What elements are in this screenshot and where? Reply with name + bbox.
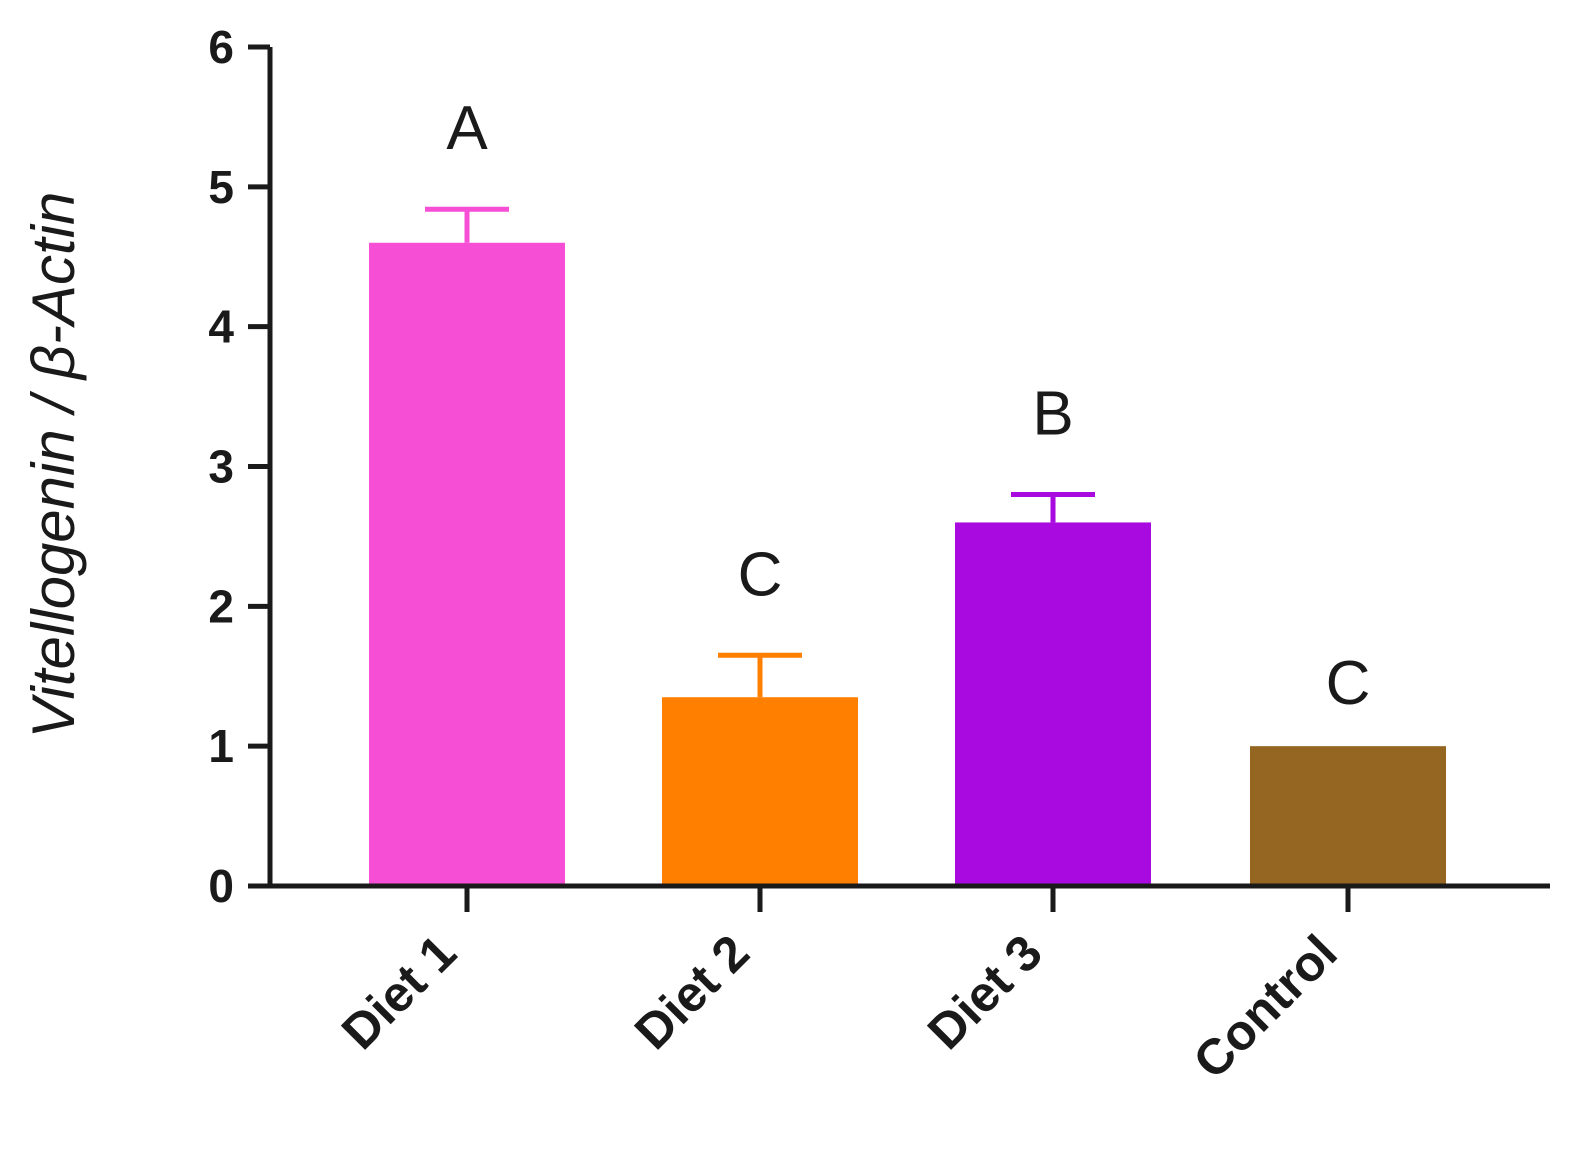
bar-control — [1250, 746, 1446, 886]
y-tick-label: 4 — [208, 301, 234, 353]
bars-layer — [369, 242, 1446, 886]
x-ticks-layer: Diet 1 Diet 2 Diet 3 Control — [331, 886, 1351, 1089]
bar-diet-2 — [662, 697, 858, 886]
x-category-label: Diet 3 — [917, 924, 1053, 1060]
significance-letter: C — [1326, 649, 1371, 718]
bar-diet-1 — [369, 242, 565, 886]
y-tick-label: 6 — [208, 21, 234, 73]
y-tick-label: 3 — [208, 441, 234, 493]
significance-letter: B — [1032, 379, 1073, 448]
y-tick-label: 0 — [208, 860, 234, 912]
significance-letter: C — [738, 540, 783, 609]
x-category-label: Diet 2 — [624, 924, 760, 1060]
bar-diet-3 — [955, 522, 1151, 886]
y-ticks-layer: 0 1 2 3 4 5 6 — [208, 21, 270, 912]
y-tick-label: 2 — [208, 580, 234, 632]
x-category-label: Control — [1183, 924, 1348, 1089]
y-tick-label: 5 — [208, 161, 234, 213]
error-bars-layer — [425, 206, 1095, 698]
y-axis-title: Vitellogenin / β-Actin — [20, 192, 87, 739]
y-tick-label: 1 — [208, 720, 234, 772]
significance-letter: A — [446, 94, 488, 163]
x-category-label: Diet 1 — [331, 924, 467, 1060]
significance-letters-layer: A C B C — [446, 94, 1370, 718]
